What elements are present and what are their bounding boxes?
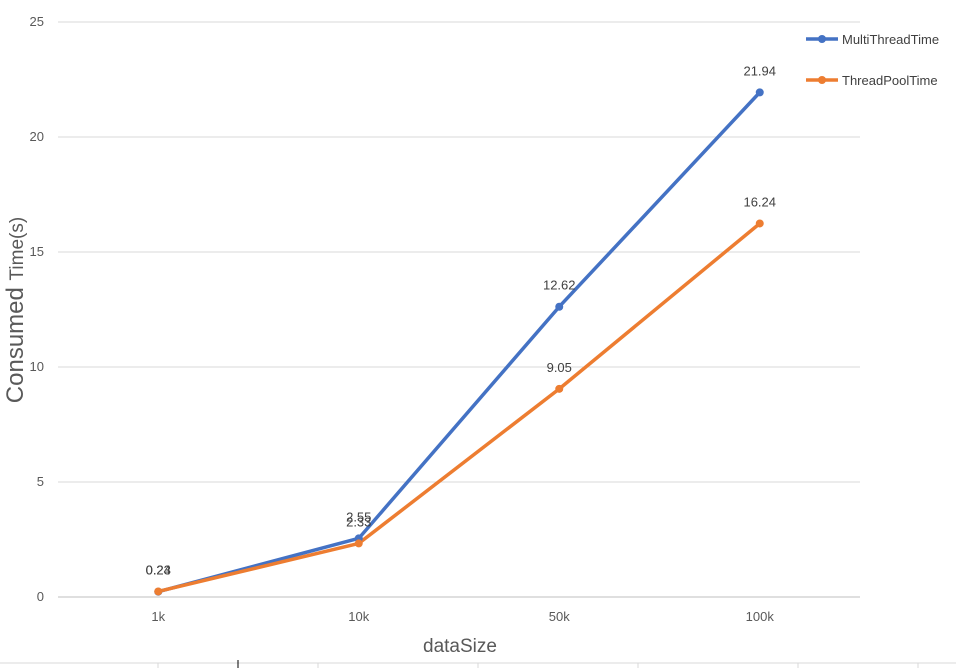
y-tick-label: 25 [30, 14, 44, 29]
data-label: 21.94 [743, 63, 776, 78]
series-line-MultiThreadTime [156, 90, 762, 594]
data-label: 12.62 [543, 278, 576, 293]
data-label: 2.55 [346, 509, 371, 524]
y-axis-title: Consumed Time(s) [2, 217, 29, 403]
data-point [354, 539, 363, 548]
x-tick-label: 50k [549, 609, 570, 624]
data-point [555, 384, 564, 393]
y-tick-label: 10 [30, 359, 44, 374]
x-tick-label: 100k [746, 609, 775, 624]
legend-label: ThreadPoolTime [842, 73, 938, 88]
y-tick-label: 5 [37, 474, 44, 489]
data-label: 16.24 [743, 194, 776, 209]
legend-marker [818, 35, 826, 43]
sheet-grid-remnant [0, 660, 956, 668]
x-axis-title: dataSize [423, 636, 497, 657]
data-point [755, 219, 764, 228]
series-layer [154, 88, 764, 596]
y-tick-label: 15 [30, 244, 44, 259]
gridlines [58, 21, 860, 598]
data-label: 0.24 [146, 562, 171, 577]
data-label: 2.33 [346, 514, 371, 529]
x-tick-label: 10k [348, 609, 369, 624]
x-tick-label: 1k [151, 609, 165, 624]
y-tick-label: 20 [30, 129, 44, 144]
legend-marker [818, 76, 826, 84]
data-point [755, 88, 764, 97]
x-axis-ticks: 1k 10k 50k 100k [151, 609, 774, 624]
data-labels-layer: 0.23 2.55 12.62 21.94 0.24 2.33 9.05 16.24 [146, 63, 776, 577]
y-tick-label: 0 [37, 589, 44, 604]
series-line-ThreadPoolTime [156, 221, 762, 594]
data-label: 9.05 [547, 360, 572, 375]
data-label: 0.23 [146, 563, 171, 578]
y-axis-title-small: Time(s) [7, 217, 28, 281]
data-point [555, 302, 564, 311]
data-point [154, 587, 163, 596]
y-axis-title-main: Consumed [2, 280, 29, 403]
legend-label: MultiThreadTime [842, 32, 939, 47]
y-axis-ticks: 0 5 10 15 20 25 [30, 14, 44, 604]
legend: MultiThreadTime ThreadPoolTime [806, 32, 939, 88]
